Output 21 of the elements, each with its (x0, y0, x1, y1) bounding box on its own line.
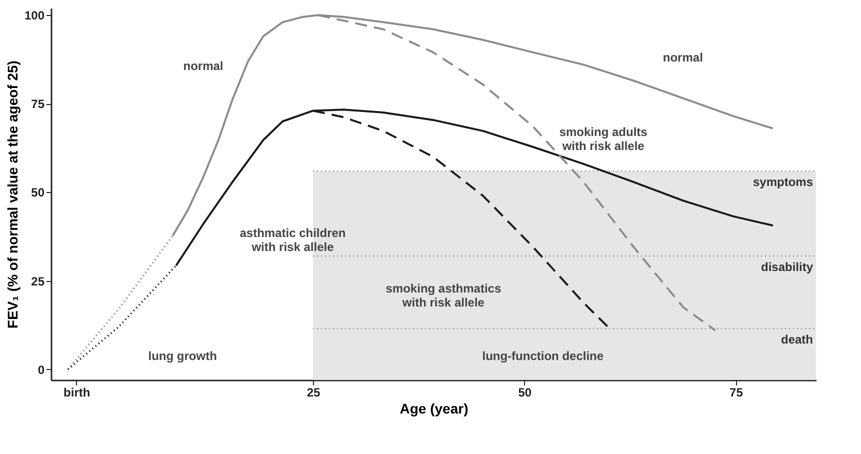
y-tick-label: 50 (31, 186, 45, 200)
annotation: smoking adults with risk allele (559, 124, 648, 153)
x-tick-label: 75 (730, 386, 744, 400)
ref-line-label: symptoms (752, 174, 814, 189)
annotation: asthmatic children with risk allele (240, 226, 346, 254)
annotation: lung-function decline (482, 349, 604, 364)
x-tick-label: birth (64, 386, 90, 400)
annotation: smoking asthmatics with risk allele (386, 281, 502, 310)
y-tick-label: 0 (38, 362, 45, 377)
y-axis-title: FEV₁ (% of normal value at the ageof 25) (4, 60, 20, 328)
x-axis-title: Age (year) (400, 400, 468, 416)
x-tick-label: 50 (518, 386, 532, 400)
annotation: lung growth (148, 349, 217, 364)
annotation: normal (183, 59, 224, 74)
ref-line-label: disability (760, 260, 814, 274)
x-tick-label: 25 (306, 386, 321, 400)
annotation: normal (662, 50, 703, 64)
y-tick-label: 100 (24, 8, 45, 23)
y-tick-label: 75 (31, 97, 45, 112)
ref-line-label: death (780, 332, 813, 347)
y-tick-label: 25 (31, 274, 45, 288)
